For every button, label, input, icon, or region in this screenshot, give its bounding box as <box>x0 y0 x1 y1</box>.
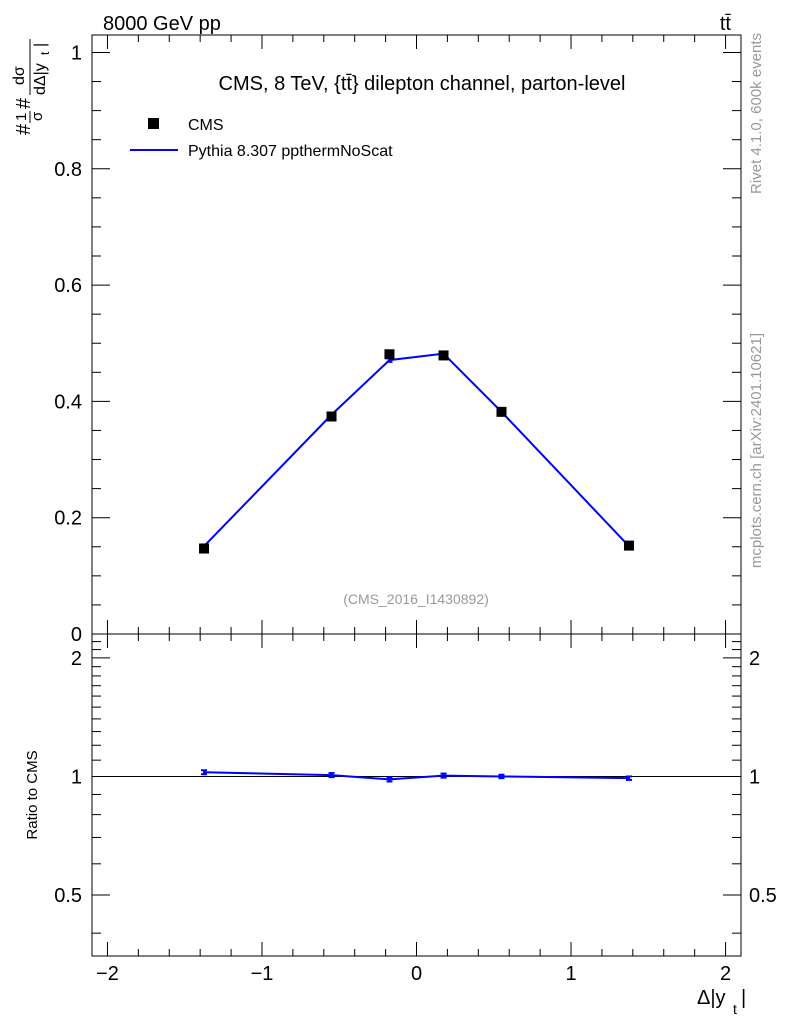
y-tick-label: 0.4 <box>54 391 82 413</box>
mc-prediction-line <box>203 352 630 547</box>
y-tick-label: 0.8 <box>54 159 82 181</box>
mcplots-source-label: mcplots.cern.ch [arXiv:2401.10621] <box>748 333 765 568</box>
cms-data-point <box>496 406 507 417</box>
ylabel-denominator: dΔ|y <box>32 63 49 95</box>
ratio-y-tick-label: 1 <box>71 766 82 788</box>
analysis-watermark: (CMS_2016_I1430892) <box>343 591 489 607</box>
x-tick-label: 0 <box>411 963 422 985</box>
x-tick-label: 2 <box>720 963 731 985</box>
legend-cms-label: CMS <box>188 117 224 134</box>
cms-data-point <box>438 350 449 361</box>
legend-mc-label: Pythia 8.307 ppthermNoScat <box>188 143 393 160</box>
y-tick-label: 0.6 <box>54 275 82 297</box>
ylabel-sigma: σ <box>29 111 46 121</box>
legend-cms-marker <box>148 118 159 129</box>
ylabel-hash2: # <box>13 97 35 109</box>
ratio-y-tick-label: 2 <box>71 648 82 670</box>
ratio-y-tick-label-right: 0.5 <box>749 885 777 907</box>
x-tick-label: −1 <box>251 963 274 985</box>
ratio-panel-frame <box>91 633 742 957</box>
y-tick-label: 0 <box>71 624 82 646</box>
ylabel-denominator-sub: t <box>38 51 52 55</box>
main-y-axis-label: # 1 σ # dσ dΔ|y t | <box>11 39 52 135</box>
cms-data-point <box>326 411 337 422</box>
x-tick-label: 1 <box>565 963 576 985</box>
x-axis-label: Δ|y t | <box>697 987 746 1017</box>
cms-data-point <box>384 349 395 360</box>
xlabel-end: | <box>741 987 746 1009</box>
main-axes: 0 0.2 0.4 0.6 0.8 1 <box>54 35 741 646</box>
ylabel-hash: # <box>13 123 35 135</box>
ratio-axes: −2 −1 0 1 2 0.5 0.5 1 1 2 2 <box>54 634 777 985</box>
cms-data-point <box>199 543 210 554</box>
x-tick-label: −2 <box>96 963 119 985</box>
xlabel-main: Δ|y <box>697 987 726 1009</box>
ratio-y-tick-label-right: 2 <box>749 648 760 670</box>
ratio-y-tick-label-right: 1 <box>749 766 760 788</box>
ratio-mc-line <box>204 771 629 781</box>
ylabel-dsigma: dσ <box>11 66 28 85</box>
header-energy-label: 8000 GeV pp <box>103 13 221 35</box>
ratio-y-axis-label: Ratio to CMS <box>24 750 41 839</box>
main-series <box>199 349 634 554</box>
y-tick-label: 0.2 <box>54 508 82 530</box>
y-tick-label: 1 <box>71 42 82 64</box>
legend: CMS Pythia 8.307 ppthermNoScat <box>130 117 393 160</box>
ylabel-one: 1 <box>13 113 30 121</box>
main-chart-title: CMS, 8 TeV, {tt̄} dilepton channel, part… <box>219 73 626 95</box>
ratio-y-tick-label: 0.5 <box>54 885 82 907</box>
xlabel-sub: t <box>733 1001 737 1017</box>
rivet-version-label: Rivet 4.1.0, 600k events <box>748 33 765 194</box>
ratio-series <box>201 769 632 783</box>
ylabel-denominator-end: | <box>32 43 49 47</box>
cms-data-point <box>623 540 634 551</box>
header-process-label: tt̄ <box>720 13 732 35</box>
